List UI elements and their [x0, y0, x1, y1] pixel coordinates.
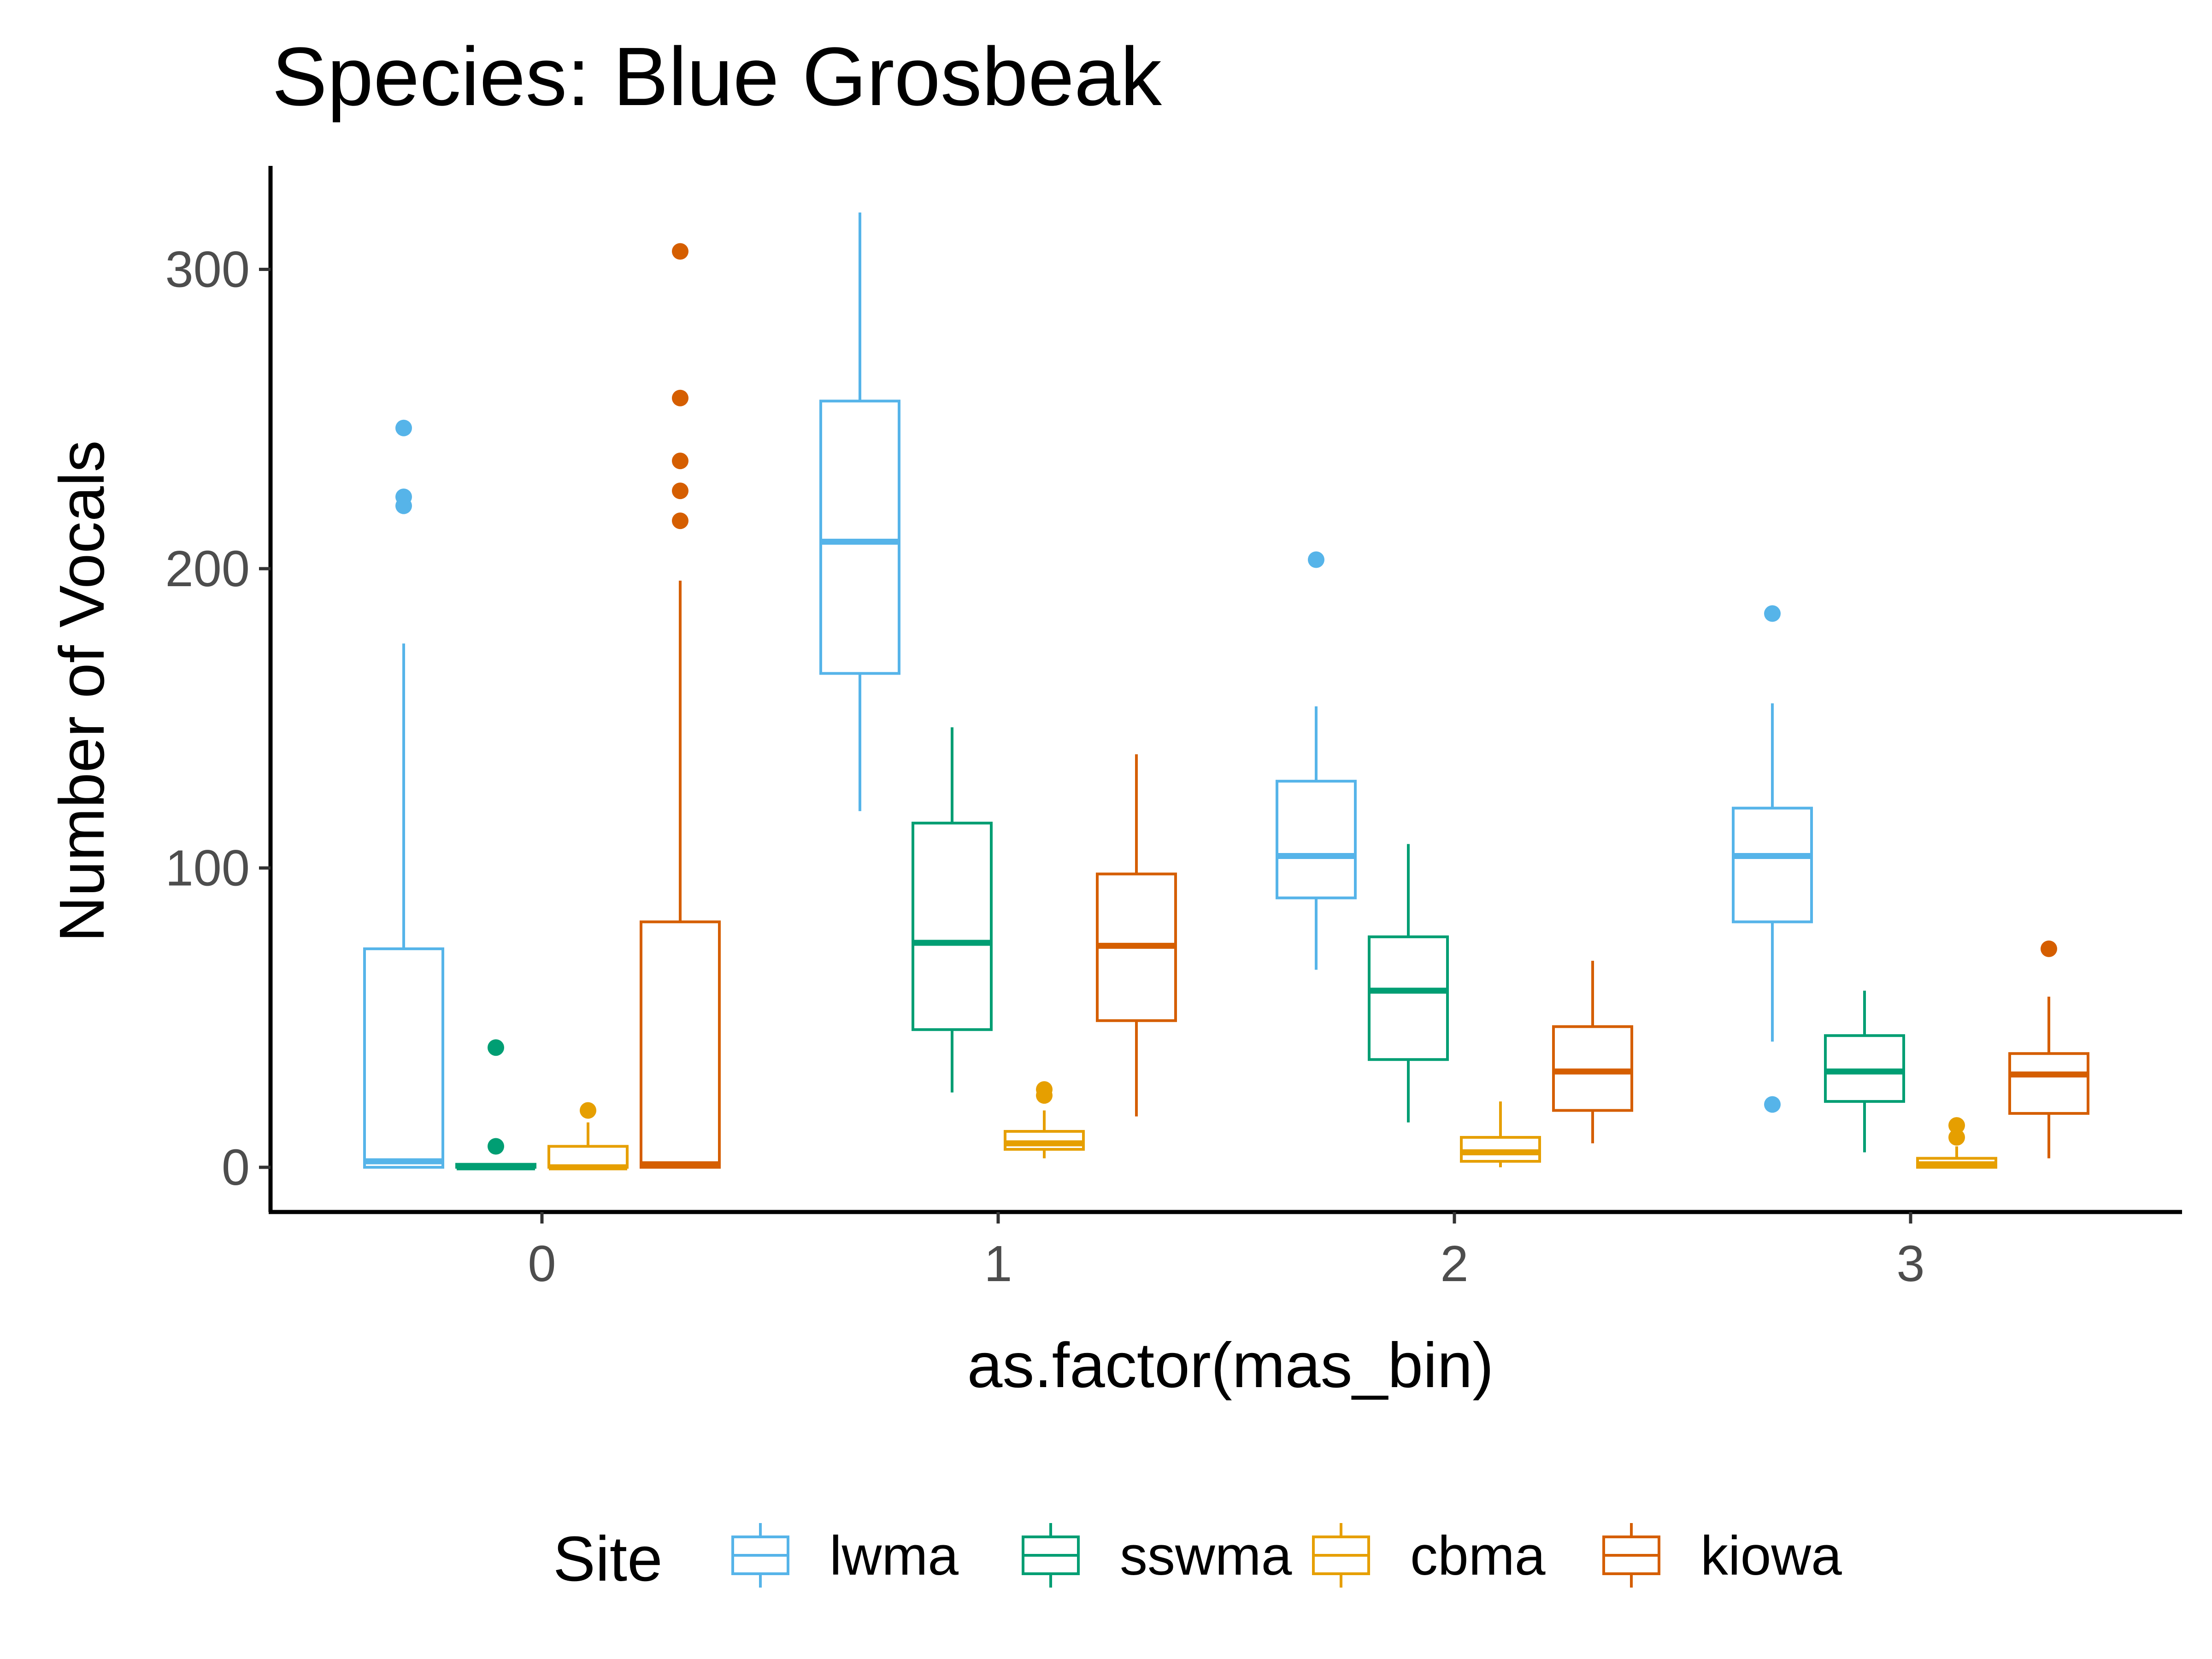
outlier-point	[672, 482, 688, 500]
legend-label: kiowa	[1700, 1525, 1842, 1587]
outlier-point	[395, 488, 412, 506]
outlier-point	[395, 419, 412, 436]
legend-item-kiowa: kiowa	[1602, 1523, 1842, 1588]
x-tick-label: 0	[528, 1235, 556, 1292]
outlier-point	[672, 453, 688, 470]
x-tick-label: 1	[984, 1235, 1012, 1292]
outlier-point	[488, 1138, 504, 1155]
legend-label: lwma	[830, 1525, 959, 1587]
legend-item-cbma: cbma	[1312, 1523, 1546, 1588]
x-axis-title: as.factor(mas_bin)	[967, 1330, 1494, 1401]
legend-label: sswma	[1120, 1525, 1292, 1587]
x-tick-label: 3	[1896, 1235, 1924, 1292]
y-tick-label: 200	[165, 541, 250, 597]
series-cbma	[547, 1081, 1997, 1171]
outlier-point	[488, 1039, 504, 1056]
outlier-point	[1948, 1117, 1965, 1134]
series-sswma	[455, 727, 1905, 1171]
outlier-point	[580, 1102, 596, 1119]
outlier-point	[1764, 605, 1781, 622]
y-tick-label: 100	[165, 840, 250, 897]
outlier-point	[672, 389, 688, 406]
outlier-point	[1764, 1096, 1781, 1113]
box	[363, 947, 444, 1169]
x-tick-label: 2	[1440, 1235, 1468, 1292]
outlier-point	[1308, 551, 1324, 568]
box	[912, 822, 993, 1031]
x-axis: 0 1 2 3	[269, 1210, 2182, 1292]
outlier-point	[672, 512, 688, 529]
legend-label: cbma	[1410, 1525, 1546, 1587]
y-axis-title: Number of Vocals	[47, 440, 118, 942]
legend: Site lwma sswma cbma kiowa	[553, 1523, 1842, 1594]
y-tick-label: 0	[222, 1139, 250, 1196]
outlier-point	[1948, 1129, 1965, 1146]
outlier-point	[672, 243, 688, 260]
box	[819, 400, 900, 675]
series-kiowa	[640, 243, 2089, 1169]
y-tick-label: 300	[165, 241, 250, 298]
plot-area	[363, 212, 2089, 1171]
y-axis: 0 100 200 300	[165, 166, 273, 1212]
box	[2008, 1052, 2089, 1115]
chart-title: Species: Blue Grosbeak	[272, 30, 1162, 123]
box	[1368, 935, 1449, 1061]
box	[1276, 780, 1357, 900]
outlier-point	[2041, 940, 2057, 957]
box	[1732, 806, 1813, 924]
legend-item-lwma: lwma	[731, 1523, 959, 1588]
outlier-point	[1036, 1081, 1053, 1098]
series-lwma	[363, 212, 1813, 1169]
legend-title: Site	[553, 1524, 663, 1594]
box	[640, 920, 721, 1169]
legend-item-sswma: sswma	[1022, 1523, 1292, 1588]
box	[547, 1145, 629, 1169]
